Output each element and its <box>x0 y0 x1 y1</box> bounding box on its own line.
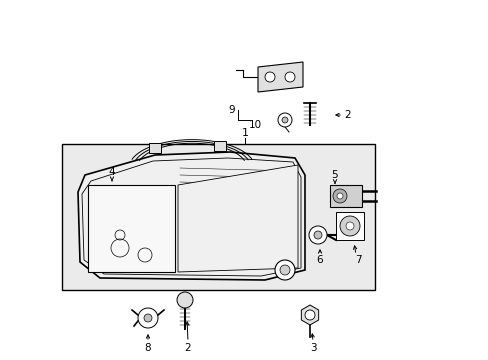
Circle shape <box>278 113 291 127</box>
Circle shape <box>336 193 342 199</box>
Circle shape <box>177 292 193 308</box>
Text: 2: 2 <box>184 343 191 353</box>
Polygon shape <box>301 305 318 325</box>
Circle shape <box>143 314 152 322</box>
Polygon shape <box>178 165 297 272</box>
Bar <box>335 212 363 240</box>
Circle shape <box>138 308 158 328</box>
Bar <box>149 143 161 153</box>
Text: 5: 5 <box>331 170 338 180</box>
Text: 3: 3 <box>309 343 316 353</box>
Text: 1: 1 <box>241 128 248 138</box>
Polygon shape <box>78 152 305 280</box>
Circle shape <box>285 72 294 82</box>
Text: 2: 2 <box>344 110 350 120</box>
Text: 10: 10 <box>248 120 261 130</box>
Circle shape <box>282 117 287 123</box>
Text: 4: 4 <box>108 167 115 177</box>
Polygon shape <box>258 62 303 92</box>
Circle shape <box>280 265 289 275</box>
Circle shape <box>305 310 314 320</box>
Circle shape <box>308 226 326 244</box>
Text: 6: 6 <box>316 255 323 265</box>
Text: 7: 7 <box>354 255 361 265</box>
Circle shape <box>339 216 359 236</box>
Circle shape <box>346 222 353 230</box>
Circle shape <box>332 189 346 203</box>
Bar <box>214 141 225 151</box>
Text: 9: 9 <box>228 105 235 115</box>
Circle shape <box>313 231 321 239</box>
Polygon shape <box>88 185 175 272</box>
Text: 8: 8 <box>144 343 151 353</box>
Bar <box>62 144 374 290</box>
Circle shape <box>264 72 274 82</box>
Circle shape <box>274 260 294 280</box>
Bar <box>329 185 361 207</box>
